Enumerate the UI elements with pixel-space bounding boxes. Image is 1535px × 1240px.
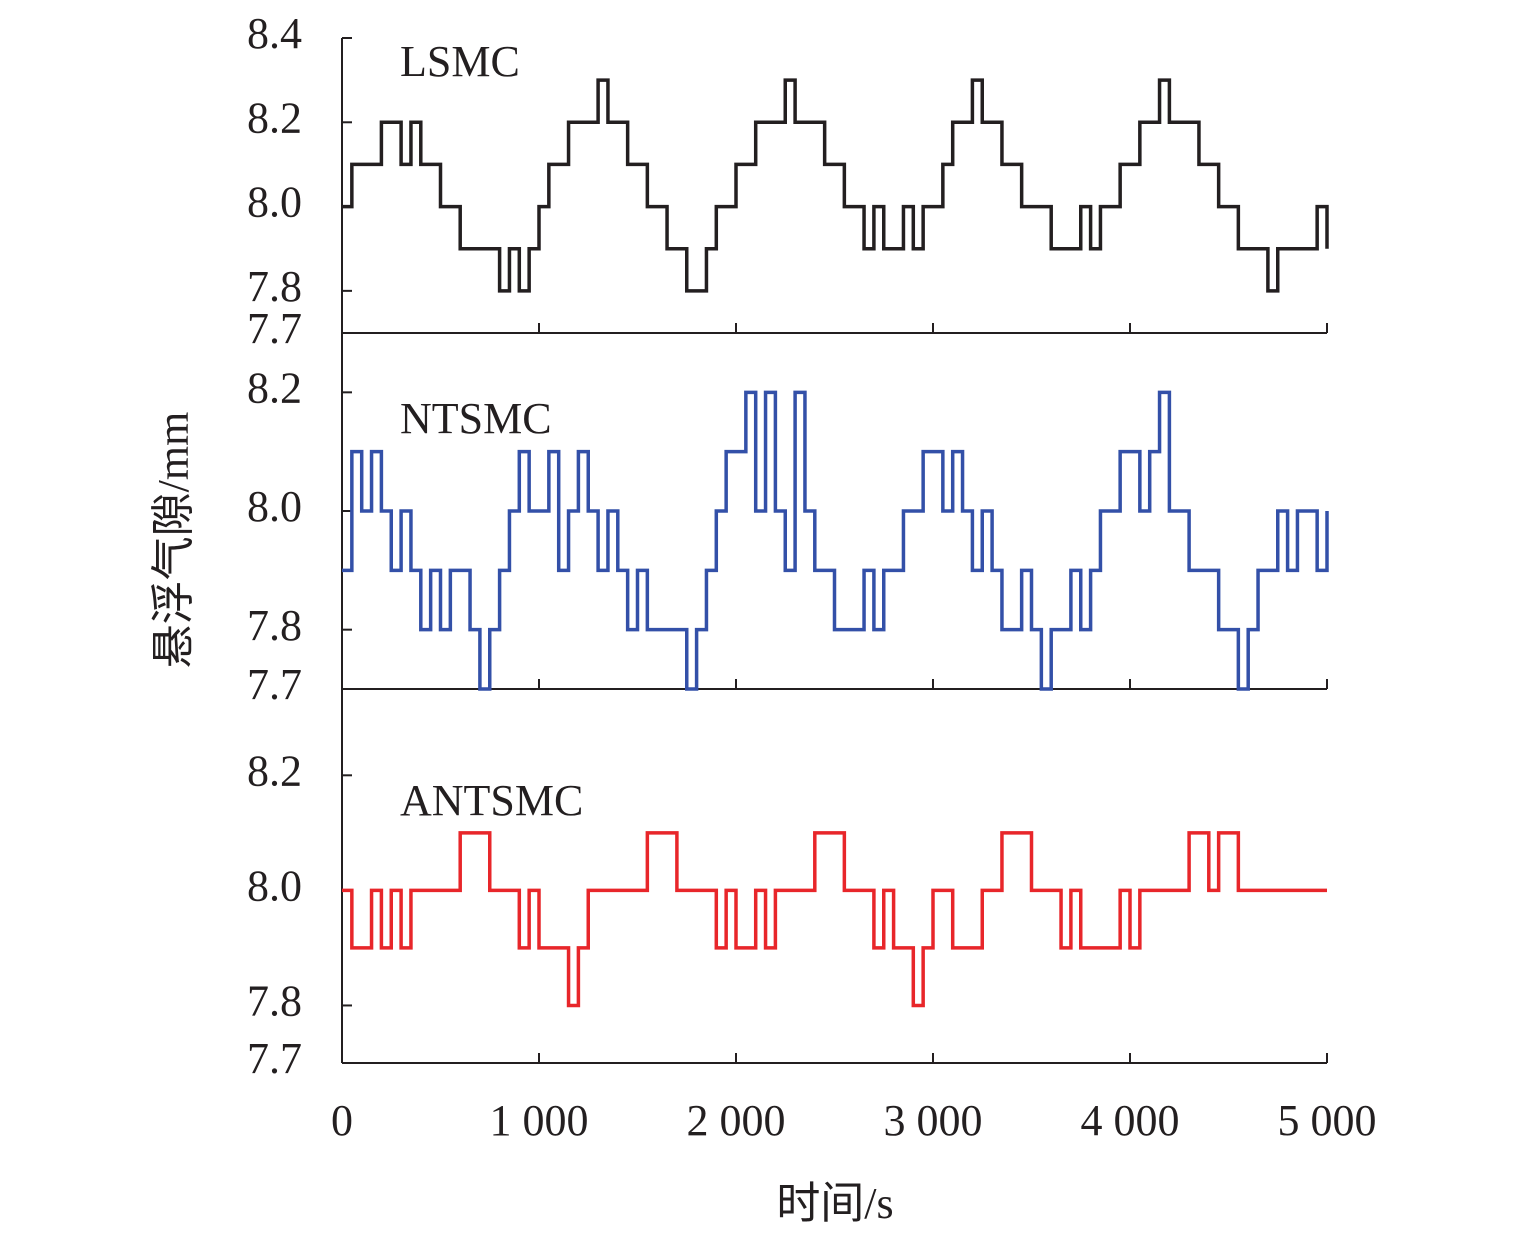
x-tick-label: 2 000	[687, 1096, 786, 1145]
x-tick-label: 0	[331, 1096, 353, 1145]
y-tick-label: 7.7	[247, 304, 302, 353]
y-tick-label: 7.8	[247, 601, 302, 650]
y-axis-label: 悬浮气隙/mm	[149, 412, 198, 669]
y-tick-label: 7.8	[247, 977, 302, 1026]
y-tick-label: 7.7	[247, 660, 302, 709]
series-label: NTSMC	[400, 394, 552, 443]
y-tick-label: 8.0	[247, 861, 302, 910]
line-series	[342, 390, 1329, 691]
y-tick-label: 8.4	[247, 9, 302, 58]
y-tick-label: 8.0	[247, 178, 302, 227]
x-tick-label: 1 000	[490, 1096, 589, 1145]
x-tick-label: 3 000	[884, 1096, 983, 1145]
series-label: LSMC	[400, 37, 520, 86]
line-series	[342, 831, 1327, 1008]
x-tick-label: 5 000	[1278, 1096, 1377, 1145]
x-axis-label: 时间/s	[776, 1179, 893, 1228]
y-tick-label: 8.2	[247, 363, 302, 412]
y-tick-label: 7.7	[247, 1034, 302, 1083]
series-label: ANTSMC	[400, 776, 583, 825]
y-tick-label: 8.2	[247, 746, 302, 795]
y-tick-label: 7.8	[247, 262, 302, 311]
y-tick-label: 8.0	[247, 482, 302, 531]
y-tick-label: 8.2	[247, 93, 302, 142]
line-series	[342, 78, 1329, 293]
x-tick-label: 4 000	[1081, 1096, 1180, 1145]
